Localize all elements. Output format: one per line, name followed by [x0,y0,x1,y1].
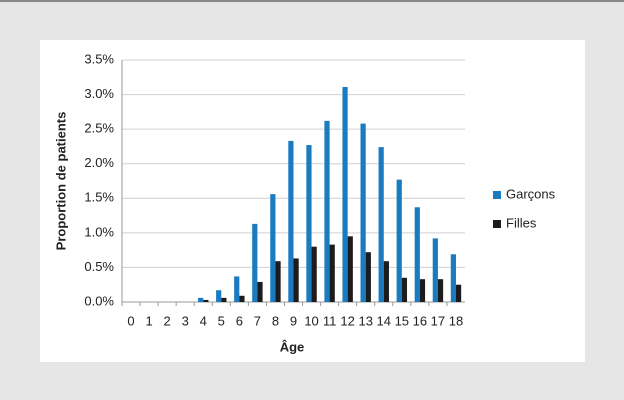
x-tick-label: 8 [272,313,279,328]
bar [288,140,294,302]
x-tick-label: 4 [200,313,207,328]
bar [419,279,426,302]
bar [378,147,384,302]
x-tick-label: 13 [358,313,372,328]
x-tick-label: 12 [340,313,354,328]
x-tick-label: 2 [164,313,171,328]
bar [396,179,402,302]
x-tick-label: 0 [127,313,134,328]
bar [432,238,438,302]
bar [383,261,389,302]
bar [414,207,420,302]
bar [365,252,371,302]
x-tick-label: 9 [290,313,297,328]
y-tick-label: 3.5% [84,51,114,66]
y-tick-label: 2.0% [84,155,114,170]
x-tick-label: 18 [449,313,463,328]
bar [270,194,276,302]
x-tick-label: 17 [431,313,445,328]
chart-panel [40,40,585,362]
x-tick-label: 1 [145,313,152,328]
y-tick-label: 0.0% [84,293,114,308]
bar [342,86,348,302]
bar [221,297,227,302]
bar [329,244,335,302]
x-tick-label: 16 [413,313,427,328]
x-tick-label: 10 [304,313,318,328]
bar [360,123,366,303]
y-tick-label: 0.5% [84,259,114,274]
bar [216,290,222,302]
bar [239,295,245,302]
bar [306,145,312,302]
bar [324,120,330,303]
bar [275,261,281,302]
y-tick-label: 1.5% [84,190,114,205]
bar [347,236,353,302]
bar [293,258,299,302]
x-tick-label: 15 [395,313,409,328]
y-tick-label: 1.0% [84,224,114,239]
bar [198,297,204,302]
x-tick-label: 11 [323,313,337,328]
y-tick-label: 3.0% [84,86,114,101]
bar [257,281,263,302]
bar [455,284,462,302]
legend-label: Garçons [506,186,556,201]
bar [450,254,456,302]
x-tick-label: 14 [377,313,391,328]
x-tick-label: 3 [182,313,189,328]
bar [311,246,317,302]
y-tick-label: 2.5% [84,121,114,136]
x-axis-label: Âge [280,339,305,354]
bar [203,299,209,302]
legend-swatch [493,191,501,199]
bar [252,223,258,302]
x-tick-label: 5 [218,313,225,328]
bar [234,276,240,302]
x-tick-label: 6 [236,313,243,328]
legend-label: Filles [506,215,537,230]
x-tick-label: 7 [254,313,261,328]
y-axis-label: Proportion de patients [53,112,68,251]
bar [437,279,444,302]
bar [401,277,408,302]
legend-swatch [493,220,501,228]
